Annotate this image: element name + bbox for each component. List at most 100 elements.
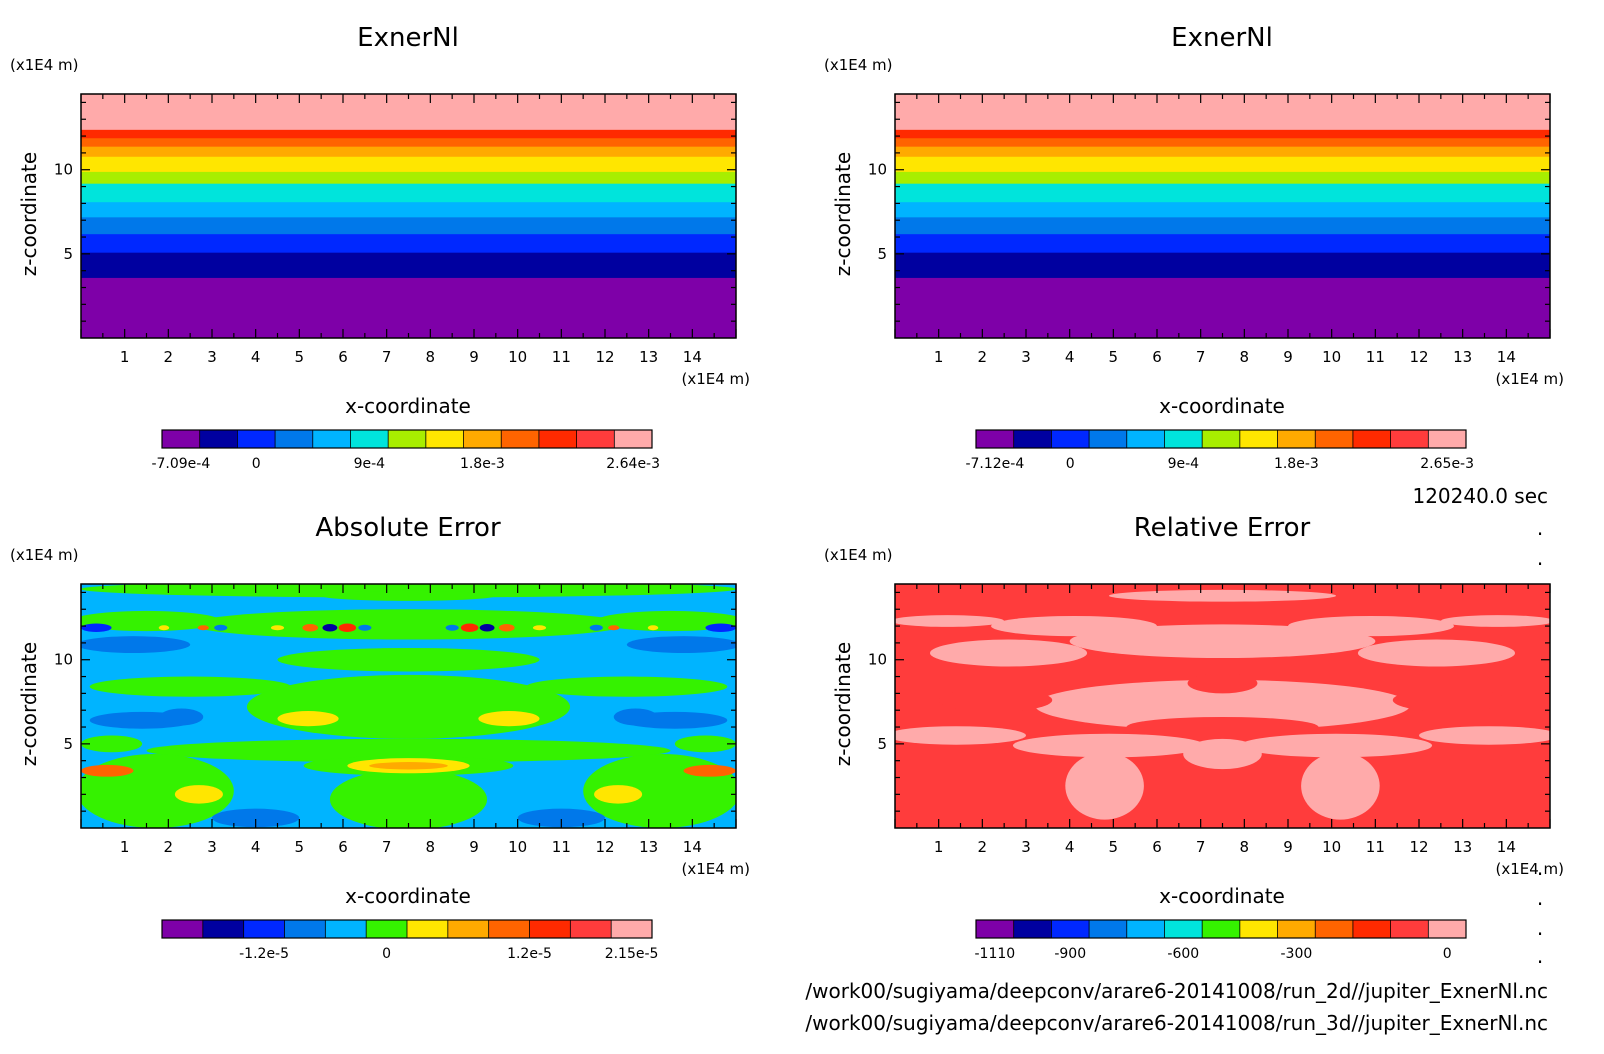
x-tick-label: 4 bbox=[1065, 348, 1075, 366]
contour-region bbox=[1069, 624, 1376, 659]
x-tick-label: 1 bbox=[120, 838, 130, 856]
colorbar-swatch bbox=[1164, 920, 1203, 938]
x-tick-label: 6 bbox=[1152, 348, 1162, 366]
x-tick-label: 5 bbox=[295, 348, 305, 366]
colorbar-frame bbox=[161, 429, 653, 449]
x-tick-label: 10 bbox=[1322, 838, 1341, 856]
colorbar-swatch bbox=[275, 430, 314, 448]
contour-region bbox=[1392, 688, 1507, 712]
x-tick-label: 11 bbox=[1366, 838, 1385, 856]
contour-region bbox=[321, 590, 496, 601]
x-unit-label: (x1E4 m) bbox=[681, 370, 750, 388]
contour-band bbox=[895, 201, 1550, 218]
dot-marker: . bbox=[1537, 886, 1543, 910]
contour-region bbox=[277, 647, 540, 672]
colorbar-label: -600 bbox=[1167, 946, 1199, 962]
contour-region bbox=[190, 609, 627, 640]
x-tick-label: 7 bbox=[1196, 348, 1206, 366]
z-axis-label: z-coordinate bbox=[831, 642, 855, 766]
x-tick-label: 4 bbox=[251, 348, 261, 366]
colorbar-swatch bbox=[1277, 920, 1316, 938]
contour-region bbox=[159, 708, 204, 726]
contour-region bbox=[302, 624, 319, 632]
contour-region bbox=[589, 624, 603, 631]
contour-region bbox=[270, 625, 285, 631]
colorbar-swatch bbox=[576, 430, 615, 448]
x-tick-label: 4 bbox=[1065, 838, 1075, 856]
contour-region bbox=[322, 624, 338, 632]
dot-marker: . bbox=[1537, 856, 1543, 880]
z-unit-label: (x1E4 m) bbox=[824, 56, 893, 74]
colorbar-label: -1.2e-5 bbox=[239, 946, 289, 962]
colorbar-label: -7.12e-4 bbox=[965, 456, 1024, 472]
colorbar-swatch bbox=[1089, 430, 1128, 448]
x-tick-label: 13 bbox=[639, 348, 658, 366]
contour-region bbox=[1065, 752, 1144, 820]
colorbar-label: 9e-4 bbox=[1168, 456, 1200, 472]
plot-area bbox=[81, 94, 736, 338]
colorbar-swatch bbox=[284, 920, 326, 938]
contour-band bbox=[81, 216, 736, 235]
contour-band bbox=[895, 277, 1550, 338]
colorbar-label: 1.8e-3 bbox=[460, 456, 505, 472]
dot-marker: . bbox=[1537, 916, 1543, 940]
plot-area bbox=[81, 584, 736, 828]
colorbar: -7.09e-4 0 9e-4 1.8e-3 2.64e-3 bbox=[151, 429, 660, 472]
chart-panel-3: Absolute Error(x1E4 m)1 2 3 4 5 6 7 8 9 10 11 12 13 1… bbox=[10, 513, 750, 962]
colorbar-swatch bbox=[976, 920, 1015, 938]
x-tick-label: 10 bbox=[508, 348, 527, 366]
x-tick-label: 11 bbox=[552, 838, 571, 856]
x-tick-label: 14 bbox=[1497, 838, 1516, 856]
colorbar-frame bbox=[975, 429, 1467, 449]
x-tick-label: 5 bbox=[1109, 838, 1119, 856]
x-tick-label: 7 bbox=[382, 348, 392, 366]
x-tick-label: 11 bbox=[552, 348, 571, 366]
x-tick-label: 3 bbox=[1021, 348, 1031, 366]
colorbar-swatch bbox=[199, 430, 238, 448]
contour-band bbox=[895, 137, 1550, 147]
contour-region bbox=[358, 624, 372, 631]
z-tick-label: 10 bbox=[54, 161, 73, 179]
colorbar-swatch bbox=[1315, 920, 1354, 938]
colorbar-label: 2.64e-3 bbox=[606, 456, 660, 472]
x-tick-label: 10 bbox=[1322, 348, 1341, 366]
colorbar-swatch bbox=[611, 920, 653, 938]
colorbar-swatch bbox=[1202, 920, 1241, 938]
x-tick-label: 8 bbox=[1240, 348, 1250, 366]
x-tick-label: 2 bbox=[164, 348, 174, 366]
x-axis-label: x-coordinate bbox=[1159, 884, 1285, 908]
contour-region bbox=[329, 769, 488, 828]
z-tick-label: 5 bbox=[877, 735, 887, 753]
x-tick-label: 7 bbox=[1196, 838, 1206, 856]
colorbar-label: 2.65e-3 bbox=[1420, 456, 1474, 472]
time-label: 120240.0 sec bbox=[1412, 484, 1548, 508]
z-unit-label: (x1E4 m) bbox=[10, 546, 79, 564]
contour-band bbox=[81, 94, 736, 130]
colorbar-swatch bbox=[237, 430, 276, 448]
contour-band bbox=[895, 94, 1550, 130]
z-tick-label: 10 bbox=[868, 161, 887, 179]
x-tick-label: 6 bbox=[1152, 838, 1162, 856]
contour-region bbox=[647, 625, 659, 631]
contour-band bbox=[895, 183, 1550, 203]
contour-region bbox=[478, 711, 540, 727]
colorbar-swatch bbox=[614, 430, 653, 448]
x-tick-label: 14 bbox=[683, 838, 702, 856]
x-tick-label: 8 bbox=[426, 348, 436, 366]
contour-region bbox=[705, 623, 736, 632]
colorbar-swatch bbox=[488, 920, 530, 938]
file-path-3d: /work00/sugiyama/deepconv/arare6-2014100… bbox=[805, 1011, 1548, 1035]
colorbar-swatch bbox=[202, 920, 245, 938]
contour-region bbox=[1126, 716, 1319, 738]
chart-title: Relative Error bbox=[1134, 513, 1311, 543]
contour-region bbox=[596, 610, 736, 632]
colorbar-label: -1110 bbox=[975, 946, 1016, 962]
colorbar-swatch bbox=[570, 920, 612, 938]
contour-region bbox=[146, 738, 671, 763]
colorbar-swatch bbox=[388, 430, 427, 448]
contour-band bbox=[81, 183, 736, 203]
colorbar-swatch bbox=[1277, 430, 1316, 448]
x-tick-label: 6 bbox=[338, 838, 348, 856]
contour-region bbox=[498, 624, 515, 632]
